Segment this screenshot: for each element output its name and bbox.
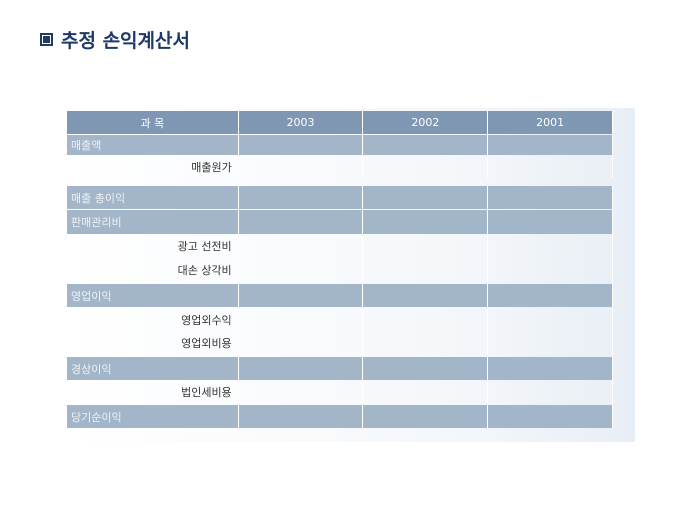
row-label: 당기순이익 bbox=[67, 405, 239, 428]
table-row: 매출원가 bbox=[67, 155, 613, 178]
cell bbox=[363, 135, 489, 155]
cell bbox=[363, 155, 489, 178]
cell bbox=[488, 234, 613, 258]
cell bbox=[488, 155, 613, 178]
table-header: 과 목 2003 2002 2001 bbox=[67, 111, 613, 134]
page-title: 추정 손익계산서 bbox=[61, 30, 190, 52]
cell bbox=[239, 380, 364, 404]
table-row: 광고 선전비 bbox=[67, 234, 613, 258]
cell bbox=[488, 135, 613, 155]
header-cell: 2002 bbox=[363, 111, 489, 134]
cell bbox=[239, 186, 364, 209]
cell bbox=[363, 380, 489, 404]
cell bbox=[488, 357, 613, 380]
row-label: 판매관리비 bbox=[67, 210, 239, 234]
cell bbox=[363, 234, 489, 258]
table-row: 법인세비용 bbox=[67, 380, 613, 404]
cell bbox=[239, 405, 364, 428]
cell bbox=[239, 135, 364, 155]
row-label: 영업외수익 bbox=[67, 308, 239, 331]
cell bbox=[239, 284, 364, 307]
cell bbox=[239, 258, 364, 282]
cell bbox=[239, 234, 364, 258]
cell bbox=[363, 331, 489, 355]
row-label: 법인세비용 bbox=[67, 380, 239, 404]
table-row: 경상이익 bbox=[67, 357, 613, 380]
cell bbox=[239, 308, 364, 331]
square-bullet-icon bbox=[40, 33, 53, 46]
row-label: 영업외비용 bbox=[67, 331, 239, 355]
cell bbox=[363, 186, 489, 209]
table-row: 판매관리비 bbox=[67, 210, 613, 234]
cell bbox=[363, 210, 489, 234]
table-row: 대손 상각비 bbox=[67, 258, 613, 282]
cell bbox=[488, 210, 613, 234]
header-cell: 2003 bbox=[239, 111, 364, 134]
row-label: 매출액 bbox=[67, 135, 239, 155]
cell bbox=[488, 308, 613, 331]
table-background bbox=[62, 108, 635, 442]
cell bbox=[488, 284, 613, 307]
row-label: 영업이익 bbox=[67, 284, 239, 307]
cell bbox=[488, 331, 613, 355]
cell bbox=[239, 210, 364, 234]
header-cell: 과 목 bbox=[67, 111, 239, 134]
cell bbox=[239, 357, 364, 380]
table-row: 영업외비용 bbox=[67, 331, 613, 355]
table-row: 영업이익 bbox=[67, 284, 613, 307]
cell bbox=[363, 405, 489, 428]
row-label: 매출원가 bbox=[67, 155, 239, 178]
cell bbox=[239, 331, 364, 355]
cell bbox=[363, 284, 489, 307]
table-row: 매출 총이익 bbox=[67, 186, 613, 209]
row-label: 매출 총이익 bbox=[67, 186, 239, 209]
cell bbox=[363, 258, 489, 282]
cell bbox=[488, 258, 613, 282]
cell bbox=[363, 308, 489, 331]
cell bbox=[239, 155, 364, 178]
row-label: 대손 상각비 bbox=[67, 258, 239, 282]
cell bbox=[363, 357, 489, 380]
cell bbox=[488, 405, 613, 428]
row-label: 광고 선전비 bbox=[67, 234, 239, 258]
page-title-block: 추정 손익계산서 bbox=[40, 26, 190, 53]
table-row: 당기순이익 bbox=[67, 405, 613, 428]
cell bbox=[488, 380, 613, 404]
header-cell: 2001 bbox=[488, 111, 613, 134]
row-label: 경상이익 bbox=[67, 357, 239, 380]
cell bbox=[488, 186, 613, 209]
table-row: 매출액 bbox=[67, 135, 613, 155]
table-row: 영업외수익 bbox=[67, 308, 613, 331]
